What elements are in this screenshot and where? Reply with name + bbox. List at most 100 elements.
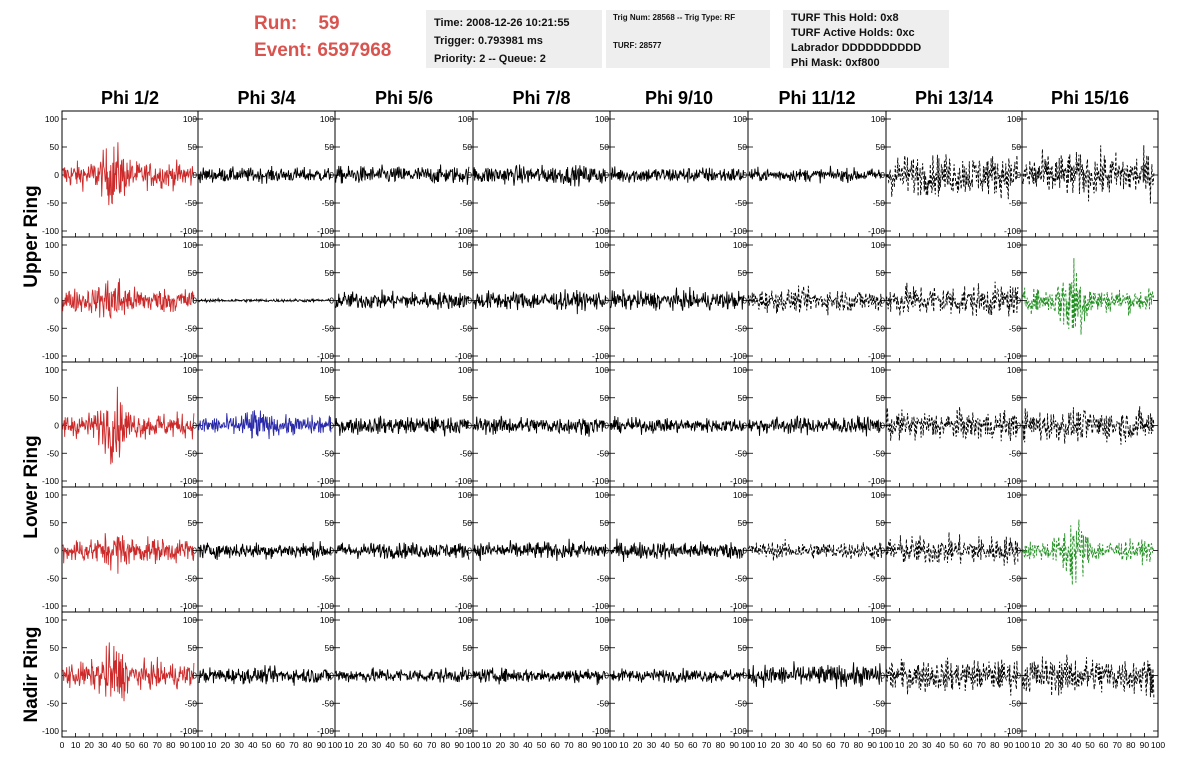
y-tick-label: 100 xyxy=(183,490,197,500)
y-tick-label: 100 xyxy=(45,240,59,250)
y-tick-label: 50 xyxy=(50,518,60,528)
waveform-trace xyxy=(335,289,470,310)
y-tick-label: 50 xyxy=(50,393,60,403)
y-tick-label: 100 xyxy=(733,240,747,250)
y-tick-label: -100 xyxy=(42,726,59,736)
x-tick-label: 30 xyxy=(372,740,382,750)
y-tick-label: 50 xyxy=(738,142,748,152)
y-tick-label: 0 xyxy=(192,671,197,681)
y-tick-label: 0 xyxy=(604,296,609,306)
y-tick-label: 100 xyxy=(595,240,609,250)
y-tick-label: -50 xyxy=(1009,323,1022,333)
y-tick-label: 50 xyxy=(463,142,473,152)
y-tick-label: 100 xyxy=(733,365,747,375)
x-tick-label: 90 xyxy=(1004,740,1014,750)
x-tick-label: 70 xyxy=(976,740,986,750)
y-tick-label: 50 xyxy=(463,268,473,278)
plot-panel xyxy=(609,361,749,488)
phi-column-title: Phi 9/10 xyxy=(645,88,713,108)
y-tick-label: 50 xyxy=(1012,142,1022,152)
x-tick-label: 40 xyxy=(385,740,395,750)
y-tick-label: 100 xyxy=(733,615,747,625)
waveform-trace xyxy=(886,281,1019,317)
y-tick-label: 50 xyxy=(600,643,610,653)
y-tick-label: 50 xyxy=(325,142,335,152)
y-tick-label: 0 xyxy=(329,546,334,556)
y-tick-label: -50 xyxy=(1009,198,1022,208)
phi-column-title: Phi 5/6 xyxy=(375,88,433,108)
phi-column-title: Phi 11/12 xyxy=(778,88,855,108)
y-tick-label: 100 xyxy=(183,114,197,124)
y-tick-label: -50 xyxy=(47,448,60,458)
x-tick-label: 60 xyxy=(688,740,698,750)
x-tick-label: 10 xyxy=(207,740,217,750)
waveform-trace xyxy=(886,406,1019,442)
event-row: Event: 6597968 xyxy=(254,37,391,64)
y-tick-label: -100 xyxy=(455,351,472,361)
y-tick-label: -50 xyxy=(460,323,473,333)
x-tick-label: 30 xyxy=(647,740,657,750)
plot-panel xyxy=(747,361,887,488)
labrador-text: Labrador DDDDDDDDDD xyxy=(791,42,922,54)
y-tick-label: 100 xyxy=(733,114,747,124)
y-tick-label: 100 xyxy=(45,114,59,124)
y-tick-label: 50 xyxy=(1012,518,1022,528)
waveform-trace xyxy=(1022,258,1155,335)
y-tick-label: 100 xyxy=(871,615,885,625)
x-tick-label: 20 xyxy=(633,740,643,750)
y-tick-label: -100 xyxy=(592,726,609,736)
x-tick-label: 90 xyxy=(1140,740,1150,750)
x-tick-label: 70 xyxy=(289,740,299,750)
y-tick-label: 100 xyxy=(1007,615,1021,625)
y-tick-label: 50 xyxy=(600,393,610,403)
x-tick-label: 60 xyxy=(963,740,973,750)
y-tick-label: 0 xyxy=(192,421,197,431)
y-tick-label: 100 xyxy=(45,490,59,500)
waveform-trace xyxy=(473,415,606,437)
waveform-trace xyxy=(335,415,470,437)
x-tick-label: 100 xyxy=(191,740,205,750)
ring-label: Nadir Ring xyxy=(21,626,42,722)
phi-column-title: Phi 7/8 xyxy=(512,88,570,108)
phi-column-title: Phi 3/4 xyxy=(237,88,295,108)
priority-text: Priority: 2 -- Queue: 2 xyxy=(434,53,546,65)
x-tick-label: 20 xyxy=(496,740,506,750)
y-tick-label: -50 xyxy=(47,198,60,208)
x-tick-label: 20 xyxy=(84,740,94,750)
y-tick-label: 50 xyxy=(50,643,60,653)
x-tick-label: 80 xyxy=(854,740,864,750)
y-tick-label: 50 xyxy=(325,643,335,653)
x-tick-label: 40 xyxy=(798,740,808,750)
y-tick-label: 100 xyxy=(458,490,472,500)
y-tick-label: 50 xyxy=(600,518,610,528)
y-tick-label: -100 xyxy=(42,226,59,236)
y-tick-label: 0 xyxy=(1016,671,1021,681)
x-tick-label: 50 xyxy=(949,740,959,750)
y-tick-label: -50 xyxy=(735,698,748,708)
y-tick-label: -50 xyxy=(873,323,886,333)
y-tick-label: -50 xyxy=(1009,698,1022,708)
x-tick-label: 100 xyxy=(328,740,342,750)
x-tick-label: 10 xyxy=(1031,740,1041,750)
y-tick-label: -100 xyxy=(868,351,885,361)
x-tick-label: 20 xyxy=(1044,740,1054,750)
y-tick-label: -100 xyxy=(868,476,885,486)
y-tick-label: 100 xyxy=(595,114,609,124)
waveform-trace xyxy=(198,410,332,440)
y-tick-label: -50 xyxy=(185,198,198,208)
waveform-trace xyxy=(748,285,883,316)
waveform-trace xyxy=(1022,145,1155,204)
y-tick-label: 100 xyxy=(458,240,472,250)
waveform-trace xyxy=(748,165,883,184)
y-tick-label: -100 xyxy=(455,476,472,486)
x-tick-label: 50 xyxy=(812,740,822,750)
y-tick-label: 0 xyxy=(604,421,609,431)
y-tick-label: 0 xyxy=(880,296,885,306)
y-tick-label: 50 xyxy=(876,142,886,152)
y-tick-label: 50 xyxy=(876,643,886,653)
run-event-box: Run: 59 Event: 6597968 xyxy=(254,10,391,64)
y-tick-label: 50 xyxy=(738,643,748,653)
waveform-trace xyxy=(473,538,607,562)
y-tick-label: -100 xyxy=(868,226,885,236)
y-tick-label: 0 xyxy=(742,546,747,556)
